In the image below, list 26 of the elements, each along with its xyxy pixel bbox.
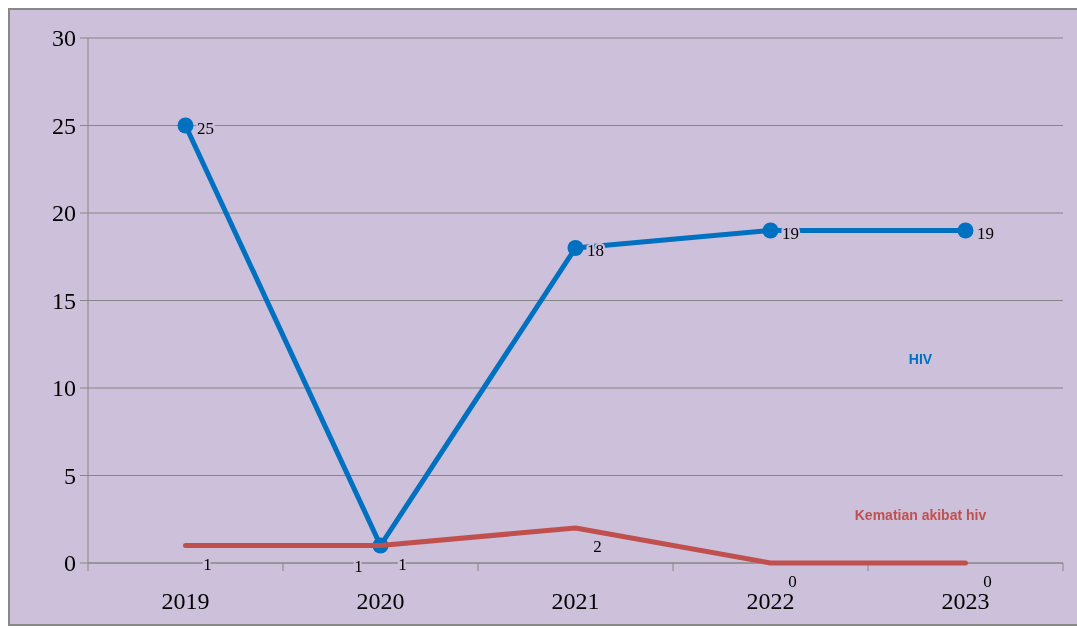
data-label: 19 [977,223,994,243]
y-tick-label: 25 [52,112,76,139]
data-label: 0 [983,572,992,591]
data-label: 25 [197,118,214,138]
x-tick-label: 2019 [161,588,210,614]
data-label: 2 [593,537,602,556]
point [957,222,974,239]
data-label: 1 [354,556,363,576]
x-tick-label: 2021 [551,588,600,614]
point [177,117,194,134]
point [567,240,584,256]
y-tick-label: 10 [52,375,76,402]
y-tick-label: 20 [52,200,76,227]
point [762,222,779,239]
x-tick-label: 2023 [941,588,990,614]
data-label: 1 [203,554,212,574]
y-tick-label: 15 [52,287,76,314]
y-tick-label: 5 [64,462,76,489]
data-label: 0 [788,572,797,591]
data-label: 1 [398,554,407,574]
x-tick-label: 2022 [746,588,795,614]
y-tick-label: 30 [52,25,76,52]
x-tick-label: 2020 [356,588,405,614]
text: Kematian akibat hiv [854,507,987,523]
y-tick-label: 0 [64,550,76,577]
text: HIV [908,350,933,367]
